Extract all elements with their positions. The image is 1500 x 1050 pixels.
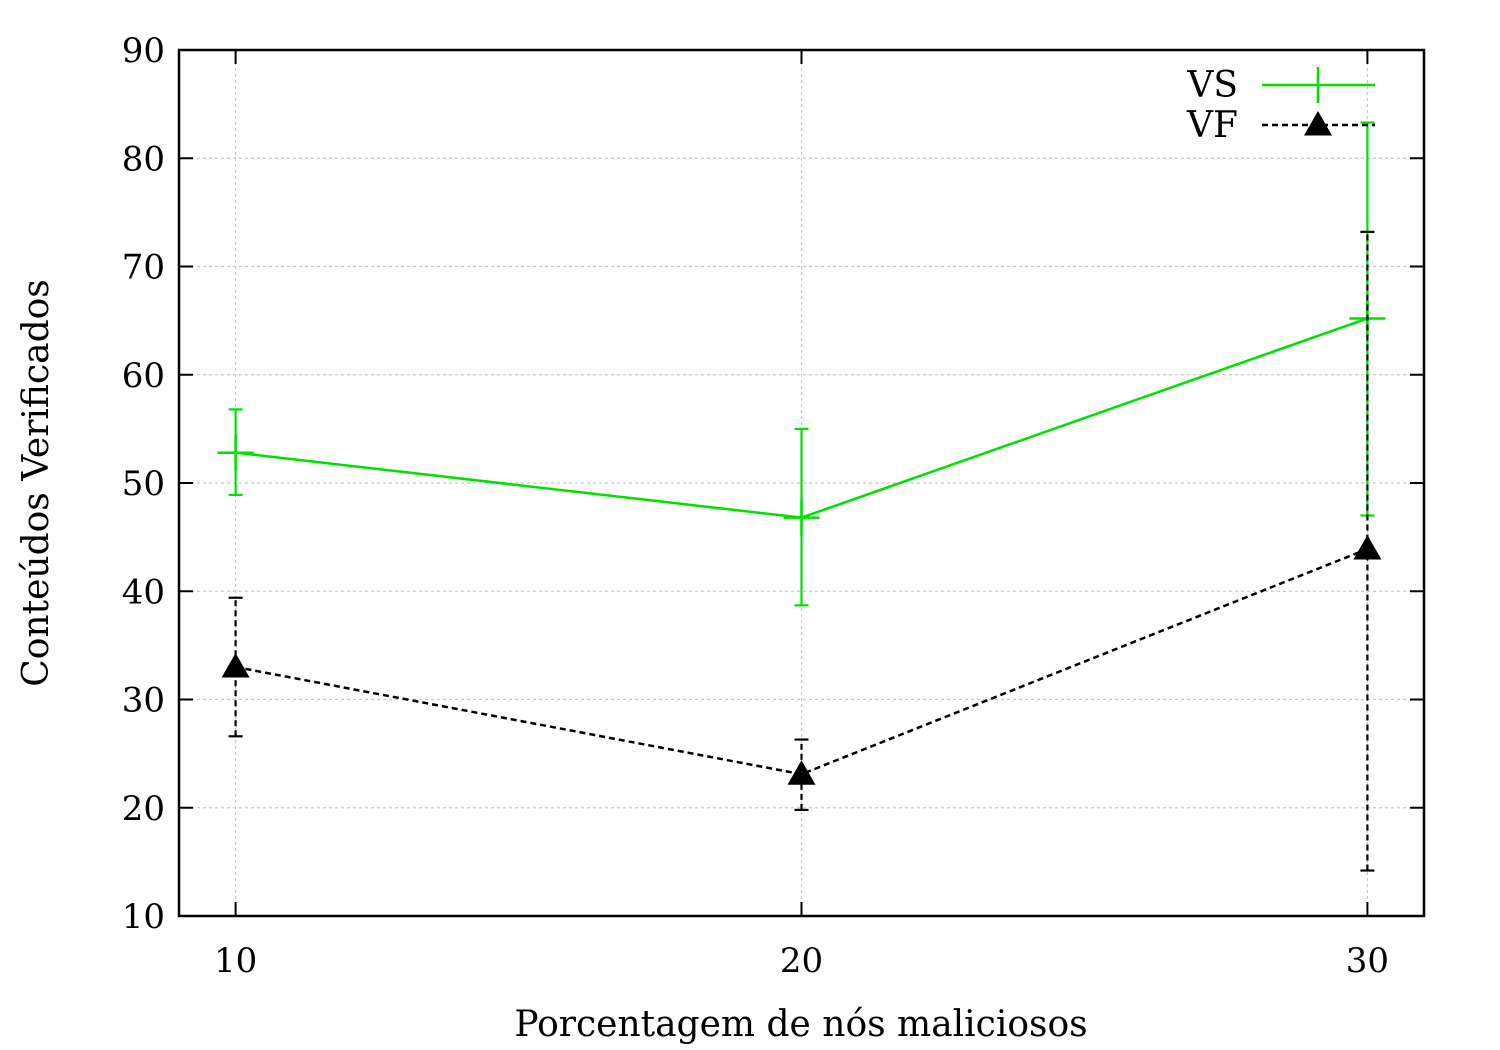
data-point [221,653,250,678]
y-tick-label: 80 [122,139,165,179]
data-point [1353,535,1382,560]
y-tick-label: 30 [122,681,165,721]
x-tick-label: 20 [780,941,823,981]
x-axis-label: Porcentagem de nós maliciosos [514,1004,1087,1045]
series-group [217,121,1386,872]
y-tick-label: 70 [122,248,165,288]
x-tick-label: 30 [1346,941,1389,981]
y-tick-label: 10 [122,897,165,937]
y-tick-label: 50 [122,464,165,504]
legend-marker-vf [1304,111,1332,136]
legend-label-vf: VF [1186,105,1238,146]
y-tick-label: 90 [122,31,165,71]
y-tick-label: 20 [122,789,165,829]
x-tick-label: 10 [214,941,257,981]
axis-ticks [179,49,1424,917]
plot-frame [177,48,1426,918]
legend-label-vs: VS [1186,65,1238,106]
tick-labels: 10 20 30 40 50 60 70 80 90 10 20 30 [122,31,1389,981]
y-axis-label: Conteúdos Verificados [16,279,57,687]
y-tick-label: 60 [122,356,165,396]
data-point [787,760,816,785]
series-vf [221,230,1382,872]
y-tick-label: 40 [122,572,165,612]
